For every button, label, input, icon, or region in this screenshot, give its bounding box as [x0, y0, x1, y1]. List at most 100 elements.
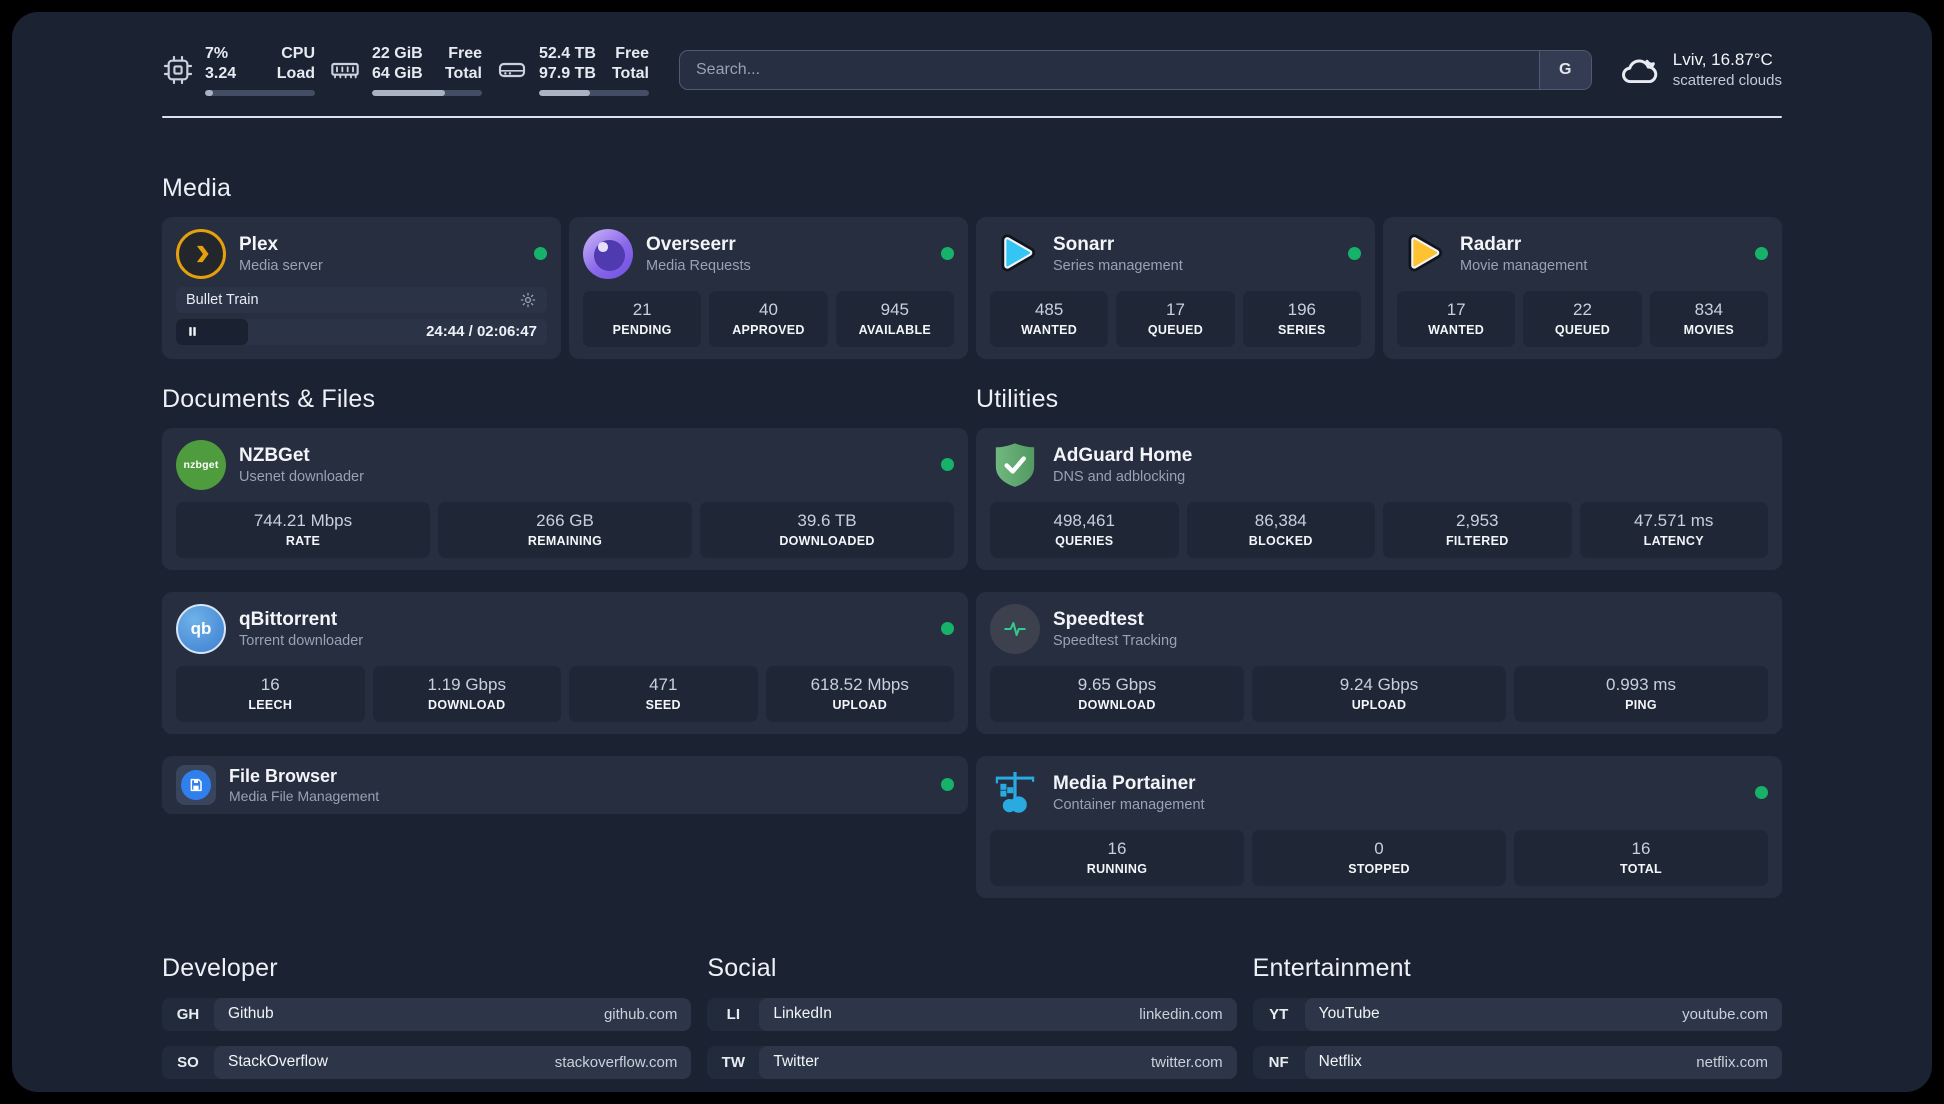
radarr-card[interactable]: Radarr Movie management 17 WANTED 22 QUEUE…	[1383, 216, 1782, 359]
filebrowser-card[interactable]: File Browser Media File Management	[162, 755, 968, 814]
search-input[interactable]	[679, 49, 1592, 90]
overseerr-card[interactable]: Overseerr Media Requests 21 PENDING 40 APP…	[569, 216, 968, 359]
ram-progress-fill	[372, 89, 445, 96]
stat-box: 498,461 QUERIES	[990, 501, 1179, 558]
status-dot	[1755, 786, 1768, 800]
ram-icon	[331, 62, 359, 79]
section-utilities: Utilities AdGuard Home	[976, 385, 1782, 898]
app-description: Media Requests	[646, 258, 751, 275]
stat-box: 40 APPROVED	[709, 290, 828, 347]
stat-label: BLOCKED	[1248, 533, 1313, 548]
stat-value: 22	[1573, 299, 1592, 319]
section-social: Social LI LinkedIn linkedin.com TW Twitt…	[707, 954, 1237, 1079]
playback-progress-bar[interactable]: 24:44 / 02:06:47	[176, 318, 547, 345]
bookmark-name: LinkedIn	[773, 1005, 832, 1023]
documents-heading: Documents & Files	[162, 384, 376, 413]
stat-value: 9.24 Gbps	[1339, 674, 1419, 694]
sonarr-card[interactable]: Sonarr Series management 485 WANTED 17 QUE…	[976, 216, 1375, 359]
stat-label: FILTERED	[1445, 533, 1509, 548]
bookmark-abbr: TW	[721, 1053, 745, 1071]
ram-progress-track	[372, 89, 482, 96]
now-playing-title: Bullet Train	[186, 291, 259, 308]
speedtest-icon	[990, 603, 1040, 654]
status-dot	[534, 247, 547, 261]
app-name: Overseerr	[646, 233, 736, 255]
weather-location-temp: Lviv, 16.87°C	[1672, 50, 1773, 70]
ram-stat: 22 GiB 64 GiB Free Total	[329, 44, 482, 96]
plex-card[interactable]: Plex Media server Bullet Train	[162, 216, 561, 359]
bookmark-stackoverflow[interactable]: SO StackOverflow stackoverflow.com	[162, 1045, 692, 1079]
adguard-icon	[990, 440, 1040, 490]
status-dot	[1755, 247, 1768, 261]
stat-value: 17	[1446, 299, 1466, 319]
stat-value: 0.993 ms	[1606, 674, 1676, 694]
bookmark-name: YouTube	[1318, 1005, 1380, 1023]
bookmark-twitter[interactable]: TW Twitter twitter.com	[707, 1045, 1237, 1079]
weather-widget: Lviv, 16.87°C scattered clouds	[1618, 49, 1782, 91]
disk-free-label: Free	[615, 45, 649, 62]
session-settings-icon[interactable]	[519, 291, 537, 309]
status-dot	[941, 778, 954, 792]
stat-label: TOTAL	[1619, 861, 1662, 876]
search-engine-button[interactable]: G	[1538, 50, 1591, 89]
bookmark-github[interactable]: GH Github github.com	[162, 997, 692, 1031]
app-description: Media server	[239, 258, 323, 275]
top-bar: 7% 3.24 CPU Load 22 GiB 64 GiB Free Total	[162, 12, 1782, 96]
portainer-card[interactable]: Media Portainer Container management 16 R…	[976, 755, 1782, 898]
stat-box: 744.21 Mbps RATE	[176, 501, 430, 558]
stat-box: 196 SERIES	[1242, 290, 1361, 347]
adguard-card[interactable]: AdGuard Home DNS and adblocking 498,461 Q…	[976, 427, 1782, 570]
cpu-stat: 7% 3.24 CPU Load	[162, 44, 315, 96]
overseerr-icon	[583, 228, 633, 279]
stat-label: SEED	[645, 697, 681, 712]
app-name: Media Portainer	[1053, 772, 1196, 794]
bookmark-linkedin[interactable]: LI LinkedIn linkedin.com	[707, 997, 1237, 1031]
cpu-load-label: Load	[276, 65, 315, 83]
stat-box: 16 LEECH	[176, 665, 365, 722]
stat-value: 40	[759, 299, 778, 319]
stat-label: PING	[1625, 697, 1657, 712]
stat-box: 17 WANTED	[1397, 290, 1516, 347]
developer-heading: Developer	[162, 953, 278, 982]
bookmark-youtube[interactable]: YT YouTube youtube.com	[1252, 997, 1782, 1031]
stat-value: 945	[880, 299, 910, 319]
stat-label: QUEUED	[1147, 322, 1204, 337]
app-name: AdGuard Home	[1053, 444, 1193, 466]
stat-label: WANTED	[1021, 322, 1078, 337]
bookmark-netflix[interactable]: NF Netflix netflix.com	[1252, 1045, 1782, 1079]
stat-value: 47.571 ms	[1634, 510, 1714, 530]
nzbget-card[interactable]: nzbget NZBGet Usenet downloader 744.21 M…	[162, 427, 968, 570]
stat-value: 16	[1107, 838, 1127, 858]
stat-box: 1.19 Gbps DOWNLOAD	[372, 665, 561, 722]
bookmark-url: youtube.com	[1682, 1005, 1768, 1023]
nzbget-icon: nzbget	[176, 439, 226, 490]
stat-label: SERIES	[1278, 322, 1326, 337]
header-divider	[162, 115, 1782, 118]
stat-box: 16 RUNNING	[990, 829, 1244, 886]
stat-label: DOWNLOAD	[1078, 697, 1156, 712]
system-stats: 7% 3.24 CPU Load 22 GiB 64 GiB Free Total	[162, 44, 649, 96]
qbittorrent-card[interactable]: qb qBittorrent Torrent downloader 16 LEEC…	[162, 591, 968, 734]
app-name: Sonarr	[1053, 233, 1115, 255]
stat-value: 17	[1166, 299, 1185, 319]
portainer-icon	[990, 768, 1040, 818]
ram-free-value: 22 GiB	[372, 45, 423, 62]
ram-free-label: Free	[448, 45, 482, 62]
stat-value: 16	[1631, 838, 1651, 858]
stat-value: 1.19 Gbps	[427, 674, 506, 694]
stat-value: 21	[632, 299, 652, 319]
section-media: Media Plex Media server Bullet Train	[162, 174, 1782, 359]
search-bar: G	[679, 49, 1592, 90]
stat-box: 0 STOPPED	[1252, 829, 1506, 886]
bookmark-name: Netflix	[1318, 1053, 1362, 1071]
stat-box: 17 QUEUED	[1116, 290, 1235, 347]
pause-icon[interactable]	[186, 325, 199, 338]
speedtest-card[interactable]: Speedtest Speedtest Tracking 9.65 Gbps DO…	[976, 591, 1782, 734]
stat-label: UPLOAD	[1351, 697, 1407, 712]
stat-label: REMAINING	[527, 533, 603, 548]
stat-box: 9.65 Gbps DOWNLOAD	[990, 665, 1244, 722]
bookmark-abbr: LI	[726, 1005, 740, 1023]
app-description: Speedtest Tracking	[1053, 633, 1178, 650]
app-name: NZBGet	[239, 444, 310, 466]
stat-label: LEECH	[248, 697, 293, 712]
